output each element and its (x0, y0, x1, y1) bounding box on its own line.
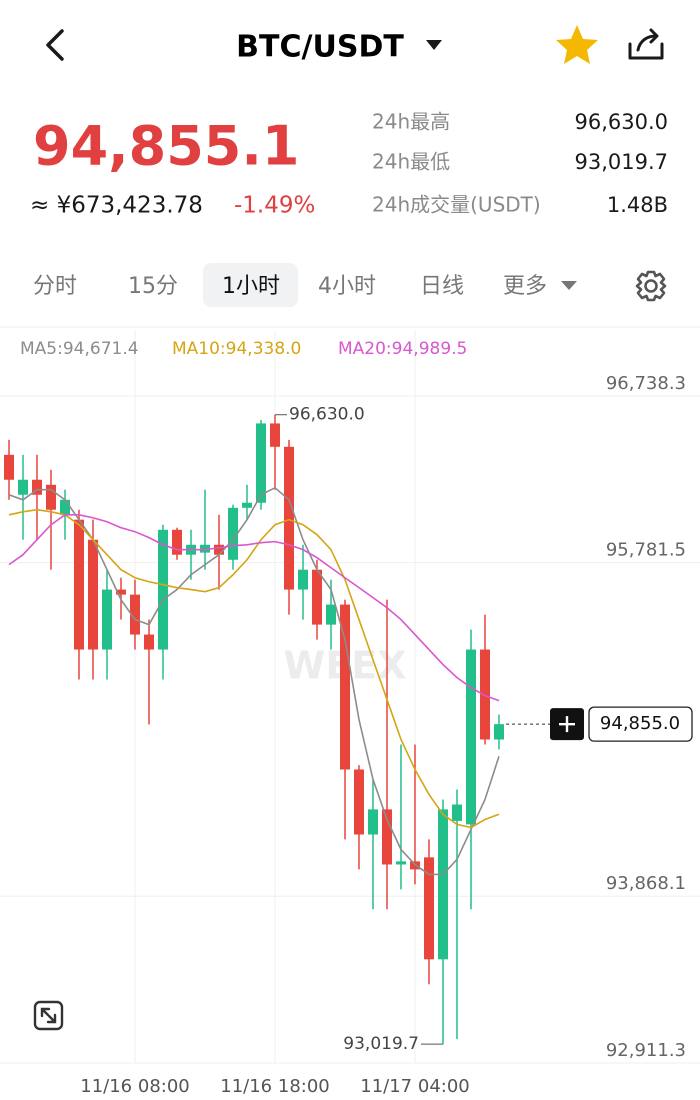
candle-body (382, 809, 392, 865)
share-button[interactable] (628, 28, 664, 60)
stat-value: 1.48B (607, 193, 668, 217)
tab[interactable]: 4小时 (318, 274, 376, 299)
x-tick-label: 11/17 04:00 (360, 1076, 469, 1097)
stats: 24h最高 96,630.0 24h最低 93,019.7 24h成交量(USDT) 1.… (372, 110, 668, 218)
x-tick-label: 11/16 08:00 (80, 1076, 189, 1097)
candle-body (368, 809, 378, 835)
chart: WEEX92,911.393,868.195,781.596,738.311/1… (0, 330, 700, 1097)
candle-body (312, 569, 322, 625)
annotation-label: 93,019.7 (343, 1034, 419, 1054)
candle-body (116, 589, 126, 595)
candle-body (228, 507, 238, 560)
ma-line (8, 508, 500, 829)
legend-entry: MA5:94,671.4 (20, 339, 139, 359)
tab[interactable]: 日线 (420, 274, 464, 299)
stat-label: 24h最高 (372, 110, 450, 134)
candle-body (214, 544, 224, 555)
legend-entry: MA20:94,989.5 (338, 339, 467, 359)
tab[interactable]: 1小时 (222, 274, 280, 299)
fullscreen-button[interactable] (33, 1000, 64, 1031)
candle-body (200, 544, 210, 553)
back-button[interactable] (46, 29, 64, 61)
tab[interactable]: 更多 (503, 274, 547, 299)
candle-body (144, 634, 154, 650)
candle-body (298, 569, 308, 590)
candle-body (396, 861, 406, 865)
candle-body (172, 529, 182, 555)
annotation-label: 96,630.0 (289, 405, 365, 425)
y-tick-label: 96,738.3 (606, 373, 686, 394)
more-caret[interactable] (561, 281, 577, 290)
candle-body (74, 519, 84, 650)
candle-body (284, 446, 294, 590)
candle-body (256, 423, 266, 503)
candle-body (452, 804, 462, 821)
plus-icon (559, 716, 575, 733)
stat-label: 24h最低 (372, 150, 450, 174)
candle-body (88, 539, 98, 650)
price-tag-box (588, 706, 693, 742)
favorite-star[interactable] (556, 25, 598, 64)
candle-body (46, 484, 56, 510)
candle-body (340, 604, 350, 770)
ma-line (8, 513, 500, 702)
tab[interactable]: 15分 (128, 274, 178, 299)
candle-body (242, 502, 252, 508)
pair-title[interactable]: BTC/USDT (236, 30, 404, 65)
candle-body (4, 454, 14, 480)
candle-body (130, 594, 140, 635)
price-change: -1.49% (234, 193, 315, 219)
candle-body (102, 589, 112, 650)
tabs: 分时 15分 1小时 4小时 日线 更多 (33, 274, 547, 299)
stat-value: 96,630.0 (574, 110, 668, 134)
candle-body (438, 809, 448, 960)
stat-value: 93,019.7 (574, 150, 668, 174)
stat-label: 24h成交量(USDT) (372, 193, 541, 217)
cny-price: ≈ ¥673,423.78 (30, 193, 203, 219)
y-tick-label: 93,868.1 (606, 873, 686, 894)
candle-body (158, 529, 168, 650)
pair-dropdown[interactable] (426, 40, 442, 50)
last-price: 94,855.1 (33, 115, 299, 178)
candle-body (32, 479, 42, 495)
selected-tab-bg (203, 263, 298, 307)
price-tag: 94,855.0 (600, 713, 680, 734)
candle-body (494, 724, 504, 740)
candle-body (326, 604, 336, 625)
candle-body (480, 649, 490, 740)
settings-button[interactable] (635, 270, 667, 302)
candle-body (424, 857, 434, 960)
candle-body (60, 499, 70, 515)
x-tick-label: 11/16 18:00 (220, 1076, 329, 1097)
y-tick-label: 92,911.3 (606, 1040, 686, 1061)
candle-body (466, 649, 476, 825)
candle-body (270, 423, 280, 447)
candle-body (18, 479, 28, 495)
legend-entry: MA10:94,338.0 (172, 339, 301, 359)
candle-body (354, 769, 364, 835)
y-tick-label: 95,781.5 (606, 540, 686, 561)
tab[interactable]: 分时 (33, 274, 77, 299)
